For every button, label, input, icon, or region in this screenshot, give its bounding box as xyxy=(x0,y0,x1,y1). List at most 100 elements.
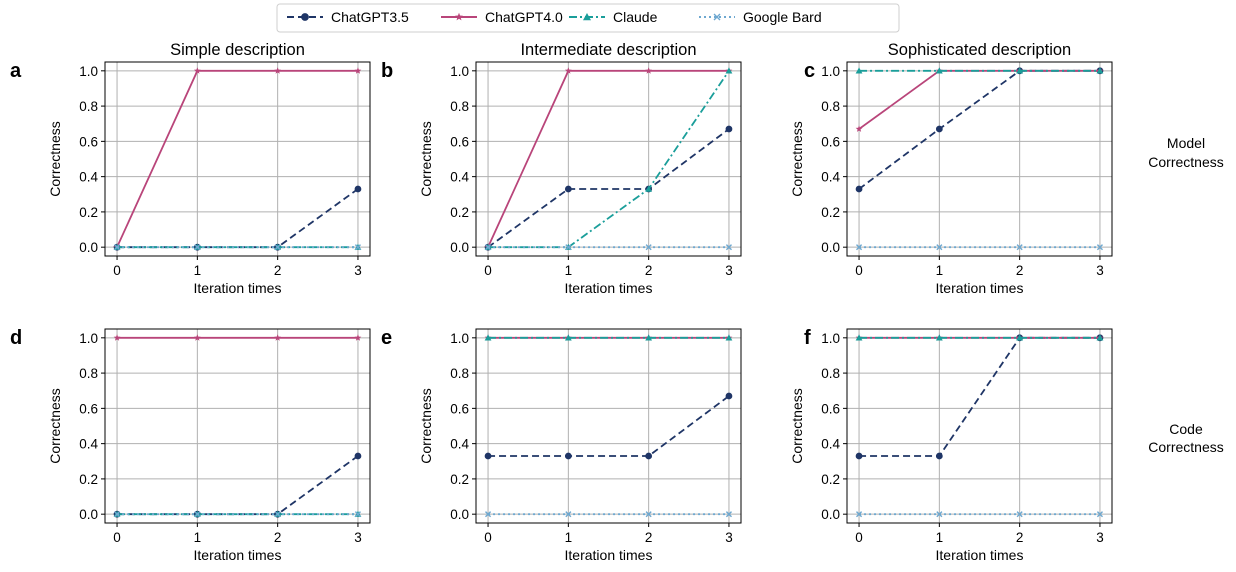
data-point xyxy=(645,452,653,460)
panel-e: 0.0 0.2 0.4 0.6 0.8 1.0 0 1 2 3 Iteration times Cor… xyxy=(381,327,742,563)
panel-letter: e xyxy=(381,327,392,349)
panel-b: 0.0 0.2 0.4 0.6 0.8 1.0 0 1 2 3 Iteration times Cor… xyxy=(381,41,742,296)
data-point xyxy=(855,125,863,132)
y-tick-label: 0.2 xyxy=(450,472,469,487)
y-tick-label: 0.4 xyxy=(450,170,469,185)
series-line xyxy=(858,69,1100,190)
data-point xyxy=(354,334,362,341)
row-label-code-line2: Correctness xyxy=(1148,439,1223,455)
x-axis-label: Iteration times xyxy=(194,547,282,563)
y-axis-label: Correctness xyxy=(47,121,63,196)
y-tick-label: 0.0 xyxy=(821,240,840,255)
y-tick-label: 0.0 xyxy=(821,507,840,522)
data-point xyxy=(645,185,653,192)
x-tick-label: 1 xyxy=(194,530,202,545)
data-point xyxy=(855,452,863,460)
data-point xyxy=(194,244,201,251)
x-axis-label: Iteration times xyxy=(565,280,653,296)
y-tick-label: 1.0 xyxy=(821,331,840,346)
series-line xyxy=(858,69,1100,130)
panel-letter: b xyxy=(381,60,393,82)
y-tick-label: 1.0 xyxy=(79,331,98,346)
data-point xyxy=(193,334,201,341)
data-point xyxy=(274,511,281,518)
data-point xyxy=(1016,511,1023,518)
y-tick-label: 0.4 xyxy=(450,437,469,452)
panel-c: 0.0 0.2 0.4 0.6 0.8 1.0 0 1 2 3 Iteration times Cor… xyxy=(789,41,1113,296)
x-axis-label: Iteration times xyxy=(936,280,1024,296)
y-tick-label: 0.2 xyxy=(79,472,98,487)
x-tick-label: 0 xyxy=(484,530,492,545)
panel-letter: f xyxy=(804,327,811,349)
data-point xyxy=(1096,511,1103,518)
panel-title: Intermediate description xyxy=(520,41,696,59)
y-axis-label: Correctness xyxy=(418,121,434,196)
x-tick-label: 3 xyxy=(1096,530,1104,545)
data-point xyxy=(484,452,492,460)
data-point xyxy=(113,334,121,341)
data-point xyxy=(935,125,943,133)
y-tick-label: 0.6 xyxy=(821,401,840,416)
panel-f: 0.0 0.2 0.4 0.6 0.8 1.0 0 1 2 3 Iteration times Cor… xyxy=(789,327,1113,563)
panel-letter: a xyxy=(10,60,22,82)
x-tick-label: 3 xyxy=(354,530,362,545)
data-point xyxy=(725,392,733,400)
y-tick-label: 0.4 xyxy=(821,437,840,452)
data-point xyxy=(485,511,492,518)
y-tick-label: 0.2 xyxy=(450,205,469,220)
data-point xyxy=(935,334,943,341)
y-tick-label: 0.4 xyxy=(821,170,840,185)
data-point xyxy=(1016,334,1024,341)
data-point xyxy=(354,511,361,518)
legend-entry: ChatGPT3.5 xyxy=(287,9,409,25)
row-label-code-line1: Code xyxy=(1169,421,1203,437)
data-point xyxy=(565,511,572,518)
panel-d: 0.0 0.2 0.4 0.6 0.8 1.0 0 1 2 3 Iteration times Cor… xyxy=(10,327,371,563)
data-point xyxy=(354,244,361,251)
data-point xyxy=(645,511,652,518)
data-point xyxy=(725,125,733,133)
data-point xyxy=(354,67,362,74)
series-line xyxy=(117,188,359,249)
y-tick-label: 0.0 xyxy=(450,240,469,255)
data-point xyxy=(565,244,572,251)
y-tick-label: 0.4 xyxy=(79,170,98,185)
row-label-model: Model Correctness xyxy=(1148,135,1223,170)
y-tick-label: 1.0 xyxy=(821,64,840,79)
data-point xyxy=(645,334,653,341)
legend-label: Claude xyxy=(613,9,658,25)
y-tick-label: 0.8 xyxy=(79,99,98,114)
legend: ChatGPT3.5 ChatGPT4.0 Claude Google Bard xyxy=(276,3,900,33)
data-point xyxy=(274,334,282,341)
data-point xyxy=(936,511,943,518)
y-tick-label: 0.8 xyxy=(79,366,98,381)
x-axis-label: Iteration times xyxy=(936,547,1024,563)
axes-frame xyxy=(846,328,1113,524)
legend-marker-swatch xyxy=(583,13,591,21)
data-point xyxy=(564,67,572,74)
x-tick-label: 0 xyxy=(113,530,121,545)
data-point xyxy=(274,67,282,74)
x-tick-label: 2 xyxy=(645,530,653,545)
x-tick-label: 3 xyxy=(354,263,362,278)
data-point xyxy=(354,452,362,460)
x-axis-label: Iteration times xyxy=(194,280,282,296)
data-point xyxy=(936,244,943,251)
y-tick-label: 0.6 xyxy=(450,134,469,149)
panel-letter: c xyxy=(804,60,815,82)
axes-frame xyxy=(104,61,371,257)
y-tick-label: 0.8 xyxy=(821,366,840,381)
y-tick-label: 0.8 xyxy=(450,366,469,381)
y-tick-label: 0.2 xyxy=(79,205,98,220)
y-tick-label: 0.6 xyxy=(821,134,840,149)
x-tick-label: 1 xyxy=(194,263,202,278)
data-point xyxy=(1096,67,1104,74)
data-point xyxy=(485,244,492,251)
y-axis-label: Correctness xyxy=(418,388,434,463)
y-tick-label: 0.4 xyxy=(79,437,98,452)
y-tick-label: 0.6 xyxy=(79,134,98,149)
y-tick-label: 0.8 xyxy=(821,99,840,114)
data-point xyxy=(725,334,733,341)
y-tick-label: 0.0 xyxy=(79,507,98,522)
